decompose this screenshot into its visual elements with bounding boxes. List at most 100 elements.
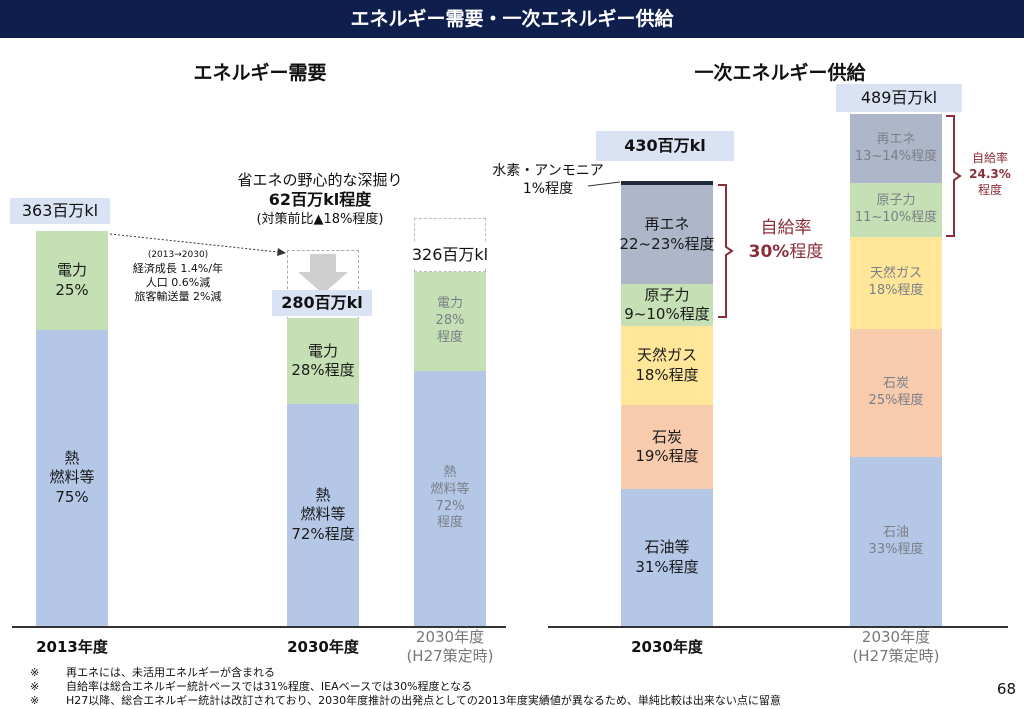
bar-s2030old-segment: 天然ガス 18%程度: [850, 237, 942, 329]
reduction-arrow: [109, 233, 286, 256]
growth-note-population: 人口 0.6%減: [145, 276, 211, 289]
segment-label: 熱: [315, 485, 331, 504]
bar-s2030-segment: 天然ガス 18%程度: [621, 326, 713, 405]
segment-label: 72%: [435, 498, 465, 514]
segment-label: 25%: [55, 280, 89, 299]
bar-s2030old-segment: 石油 33%程度: [850, 457, 942, 626]
segment-label: 25%程度: [868, 393, 924, 408]
demand-2030-old-bar: 熱燃料等 72% 程度 電力 28% 程度: [414, 272, 486, 626]
bar-d2030-segment: 熱燃料等 72%程度: [287, 404, 359, 626]
segment-label: 13~14%程度: [854, 148, 938, 164]
bar-s2030old-segment: 原子力 11~10%程度: [850, 183, 942, 237]
segment-label: 再エネ: [644, 215, 690, 233]
footnote-2-text: 自給率は総合エネルギー統計ベースでは31%程度、IEAベースでは30%程度となる: [66, 680, 473, 693]
supply-2030-old-year-line1: 2030年度: [861, 628, 931, 646]
segment-label: 75%: [55, 487, 89, 506]
bar-s2030-segment: 再エネ 22~23%程度: [619, 185, 715, 284]
segment-label: 天然ガス: [869, 266, 922, 282]
segment-label: 石炭: [882, 376, 909, 392]
segment-label: 熱: [443, 464, 457, 480]
page-number: 68: [996, 680, 1016, 698]
segment-label: 28%: [435, 313, 465, 329]
segment-label: 燃料等: [49, 468, 95, 487]
segment-label: 9~10%程度: [624, 305, 710, 323]
footnote-3: ※ H27以降、総合エネルギー統計は改訂されており、2030年度推計の出発点として…: [30, 694, 781, 708]
footnote-2: ※ 自給率は総合エネルギー統計ベースでは31%程度、IEAベースでは30%程度とな…: [30, 680, 781, 694]
demand-2030-old-year: 2030年度 (H27策定時): [390, 628, 510, 666]
supply-2030-year: 2030年度: [631, 638, 703, 656]
self-sufficiency-old-bracket: [946, 115, 962, 237]
self-sufficiency-bracket: [718, 184, 734, 318]
segment-label: 程度: [436, 515, 463, 531]
self-sufficiency-value: 30%: [748, 242, 790, 262]
bar-s2030old-segment: 石炭 25%程度: [850, 329, 942, 457]
bar-s2030-segment: 石炭 19%程度: [621, 405, 713, 489]
savings-line3: (対策前比▲18%程度): [256, 212, 384, 227]
segment-label: 燃料等: [300, 505, 346, 524]
savings-callout: 省エネの野心的な深掘り 62百万kl程度 (対策前比▲18%程度): [200, 170, 440, 230]
demand-2013-total: 363百万kl: [10, 198, 110, 224]
segment-label: 33%程度: [868, 541, 924, 557]
footnote-2-mark: ※: [30, 680, 40, 693]
segment-label: 石油等: [644, 538, 690, 556]
savings-line2: 62百万kl程度: [268, 190, 372, 209]
growth-note: (2013→2030) 経済成長 1.4%/年 人口 0.6%減 旅客輸送量 2…: [112, 248, 244, 304]
segment-label: 原子力: [644, 285, 690, 304]
bar-d2030old-segment: 熱燃料等 72% 程度: [414, 371, 486, 626]
bar-s2030old-segment: 再エネ 13~14%程度: [850, 114, 942, 183]
segment-label: 熱: [64, 448, 80, 467]
segment-label: 燃料等: [430, 481, 470, 497]
demand-baseline: [12, 626, 506, 628]
self-sufficiency-old-suffix: 程度: [977, 183, 1002, 197]
segment-label: 天然ガス: [636, 346, 697, 364]
segment-label: 72%程度: [291, 524, 355, 543]
supply-2030-total: 430百万kl: [596, 131, 734, 161]
segment-label: 22~23%程度: [619, 234, 715, 253]
segment-label: 18%程度: [635, 365, 699, 384]
self-sufficiency-label: 自給率 30%程度: [736, 216, 836, 264]
segment-label: 電力: [307, 341, 338, 360]
supply-2030-old-bar: 石油 33%程度 石炭 25%程度 天然ガス 18%程度 原子力 11~10%程度 再エネ 13~…: [850, 113, 942, 626]
demand-2030-old-total: 326百万kl: [398, 242, 502, 268]
supply-baseline: [548, 626, 1008, 628]
self-sufficiency-suffix: 程度: [789, 242, 824, 262]
footnote-1: ※ 再エネには、未活用エネルギーが含まれる: [30, 666, 781, 680]
bar-d2013-segment: 熱燃料等 75%: [36, 330, 108, 626]
segment-label: 石油: [882, 524, 909, 540]
bar-d2030old-segment: 電力 28% 程度: [414, 272, 486, 371]
self-sufficiency-old-label: 自給率 24.3% 程度: [962, 150, 1018, 198]
segment-label: 程度: [436, 329, 463, 345]
growth-note-gdp: 経済成長 1.4%/年: [132, 262, 224, 275]
supply-2030-bar: 石油等 31%程度 石炭 19%程度 天然ガス 18%程度 原子力 9~10%程度 再エネ 22~…: [619, 180, 715, 626]
hydrogen-pointer: [588, 181, 621, 187]
bar-s2030-segment: 石油等 31%程度: [621, 489, 713, 626]
hydrogen-label-line2: 1%程度: [522, 181, 574, 197]
supply-2030-old-year-line2: (H27策定時): [852, 646, 940, 665]
supply-section-title: 一次エネルギー供給: [694, 62, 866, 84]
footnote-1-mark: ※: [30, 666, 40, 679]
hydrogen-label: 水素・アンモニア 1%程度: [488, 162, 608, 198]
bar-d2013-segment: 電力 25%: [36, 231, 108, 330]
segment-label: 電力: [436, 296, 463, 312]
segment-label: 18%程度: [868, 283, 924, 298]
savings-line1: 省エネの野心的な深掘り: [237, 171, 403, 189]
growth-note-transport: 旅客輸送量 2%減: [134, 290, 222, 303]
supply-2030-old-year: 2030年度 (H27策定時): [836, 628, 956, 666]
segment-label: 原子力: [876, 193, 916, 209]
segment-label: 電力: [56, 261, 87, 279]
hydrogen-label-line1: 水素・アンモニア: [492, 163, 604, 179]
page-header: エネルギー需要・一次エネルギー供給: [0, 0, 1024, 38]
down-arrow-icon: [298, 254, 348, 294]
demand-2013-year: 2013年度: [36, 638, 108, 656]
footnote-1-text: 再エネには、未活用エネルギーが含まれる: [66, 666, 275, 679]
demand-2013-bar: 熱燃料等 75% 電力 25%: [36, 231, 108, 626]
segment-label: 石炭: [651, 427, 682, 446]
footnote-3-text: H27以降、総合エネルギー統計は改訂されており、2030年度推計の出発点としての…: [66, 694, 781, 707]
self-sufficiency-title: 自給率: [760, 218, 812, 238]
segment-label: 再エネ: [876, 131, 916, 147]
demand-2030-old-year-line2: (H27策定時): [406, 646, 494, 665]
growth-note-period: (2013→2030): [147, 250, 209, 260]
segment-label: 31%程度: [635, 557, 699, 576]
self-sufficiency-old-title: 自給率: [971, 151, 1008, 165]
segment-label: 19%程度: [635, 447, 699, 465]
